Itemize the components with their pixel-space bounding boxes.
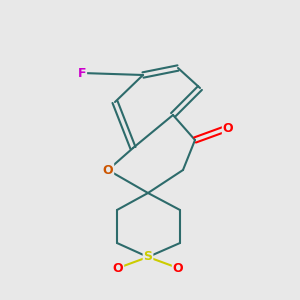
- Text: S: S: [143, 250, 152, 263]
- Text: O: O: [223, 122, 233, 134]
- Text: F: F: [78, 67, 86, 80]
- Text: O: O: [113, 262, 123, 275]
- Text: O: O: [103, 164, 113, 176]
- Text: O: O: [173, 262, 183, 275]
